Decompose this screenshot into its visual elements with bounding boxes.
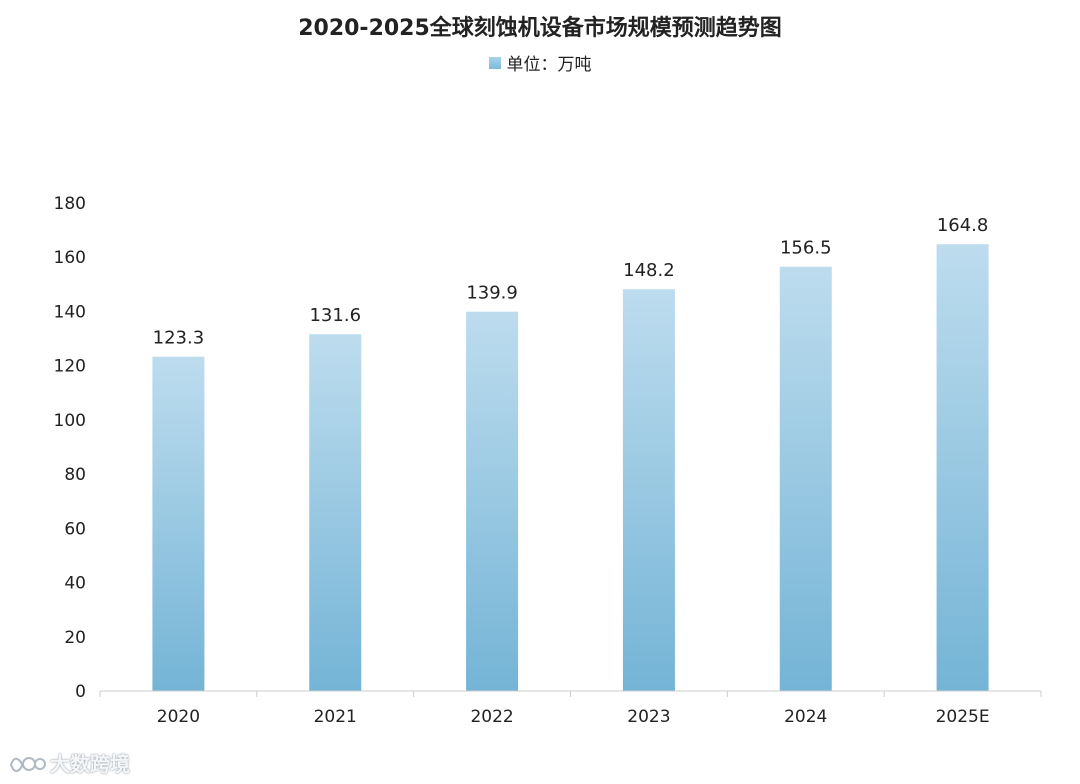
chart-title: 2020-2025全球刻蚀机设备市场规模预测趋势图 — [298, 16, 782, 41]
y-tick-label: 120 — [54, 357, 86, 377]
y-tick-label: 180 — [54, 194, 86, 214]
x-tick-label: 2020 — [157, 707, 200, 727]
bar — [622, 289, 675, 691]
y-tick-label: 20 — [64, 628, 86, 648]
x-tick-label: 2025E — [936, 707, 990, 727]
x-tick-label: 2023 — [627, 707, 670, 727]
x-tick-label: 2021 — [314, 707, 357, 727]
watermark: 大数跨境 — [8, 748, 130, 777]
data-label: 156.5 — [780, 238, 832, 259]
bar — [779, 266, 832, 691]
bars-group: 123.3 131.6 139.9 148.2 156.5 164.8 — [152, 215, 989, 691]
y-tick-label: 40 — [64, 574, 86, 594]
bar — [152, 356, 205, 691]
data-label: 123.3 — [153, 328, 205, 349]
y-tick-label: 80 — [64, 465, 86, 485]
data-label: 139.9 — [466, 283, 518, 304]
x-tick-label: 2022 — [470, 707, 513, 727]
y-tick-label: 140 — [54, 302, 86, 322]
y-tick-label: 160 — [54, 248, 86, 268]
bar — [309, 334, 362, 691]
bar — [936, 244, 989, 691]
watermark-text: 大数跨境 — [50, 752, 130, 776]
watermark-logo-icon — [9, 756, 46, 772]
bar — [466, 311, 519, 691]
y-tick-label: 0 — [75, 682, 86, 702]
y-tick-label: 60 — [64, 519, 86, 539]
legend-label: 单位：万吨 — [506, 55, 592, 75]
x-tick-label: 2024 — [784, 707, 827, 727]
data-label: 164.8 — [937, 215, 989, 236]
legend: 单位：万吨 — [0, 50, 1080, 75]
y-axis: 0 20 40 60 80 100 120 140 160 180 — [54, 194, 86, 702]
data-label: 148.2 — [623, 260, 675, 281]
y-tick-label: 100 — [54, 411, 86, 431]
data-label: 131.6 — [309, 305, 361, 326]
legend-swatch — [488, 56, 501, 69]
x-axis: 2020 2021 2022 2023 2024 2025E — [99, 690, 1042, 727]
